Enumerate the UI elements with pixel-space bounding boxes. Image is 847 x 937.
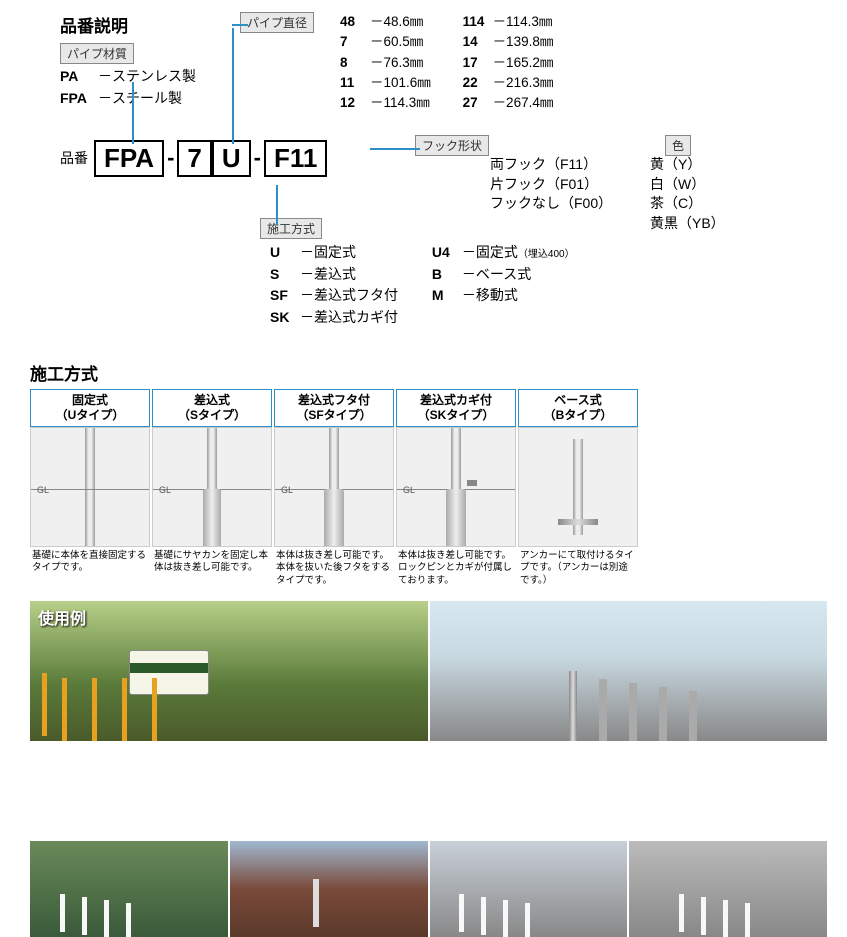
install-diagram: GL	[30, 427, 150, 547]
install-code-list: U－固定式 S－差込式 SF－差込式フタ付 SK－差込式カギ付 U4－固定式（埋…	[270, 242, 575, 329]
usage-title: 使用例	[30, 601, 94, 633]
pn-part-diameter: 7	[177, 140, 211, 177]
install-type-row: 固定式（Uタイプ） GL 基礎に本体を直接固定するタイプです。 差込式（Sタイプ…	[30, 389, 827, 595]
diameter-list: 48－48.6㎜ 7－60.5㎜ 8－76.3㎜ 11－101.6㎜ 12－11…	[340, 12, 553, 113]
usage-photo-building	[430, 841, 628, 937]
install-diagram: GL	[396, 427, 516, 547]
connector-line	[232, 28, 234, 144]
diameter-label-box: パイプ直径	[240, 12, 314, 33]
install-type-cell: ベース式（Bタイプ） アンカーにて取付けるタイプです。（アンカーは別途です。）	[518, 389, 638, 595]
install-diagram	[518, 427, 638, 547]
color-list: 黄（Y） 白（W） 茶（C） 黄黒（YB）	[650, 155, 725, 233]
pn-part-hook: F11	[264, 140, 327, 177]
pn-part-install: U	[212, 140, 251, 177]
install-type-cell: 差込式カギ付（SKタイプ） GL 本体は抜き差し可能です。ロックピンとカギが付属…	[396, 389, 516, 595]
usage-photo-street	[430, 601, 828, 741]
connector-line	[370, 148, 420, 150]
install-type-cell: 差込式（Sタイプ） GL 基礎にサヤカンを固定し本体は抜き差し可能です。	[152, 389, 272, 595]
product-number-label: 品番	[60, 148, 88, 168]
hook-label-box: フック形状	[415, 135, 489, 156]
hook-list: 両フック（F11） 片フック（F01） フックなし（F00）	[490, 155, 612, 214]
install-type-cell: 固定式（Uタイプ） GL 基礎に本体を直接固定するタイプです。	[30, 389, 150, 595]
install-diagram: GL	[274, 427, 394, 547]
usage-photo-plaza	[629, 841, 827, 937]
install-diagram: GL	[152, 427, 272, 547]
install-type-cell: 差込式フタ付（SFタイプ） GL 本体は抜き差し可能です。本体を抜いた後フタをす…	[274, 389, 394, 595]
usage-photo-observation	[230, 841, 428, 937]
usage-photo-temple	[30, 841, 228, 937]
color-label-box: 色	[665, 135, 691, 156]
connector-line	[276, 185, 278, 225]
connector-line	[132, 82, 134, 144]
usage-examples: 使用例	[30, 601, 827, 937]
connector-line	[232, 24, 248, 26]
part-number-explanation: 品番説明 パイプ材質 PA－ステンレス製 FPA－スチール製 品番 FPA - …	[0, 0, 847, 360]
material-label: パイプ材質	[60, 43, 134, 64]
install-section-title: 施工方式	[30, 360, 827, 385]
pn-part-material: FPA	[94, 140, 164, 177]
install-method-section: 施工方式 固定式（Uタイプ） GL 基礎に本体を直接固定するタイプです。 差込式…	[0, 360, 847, 595]
install-label-box: 施工方式	[260, 218, 322, 239]
